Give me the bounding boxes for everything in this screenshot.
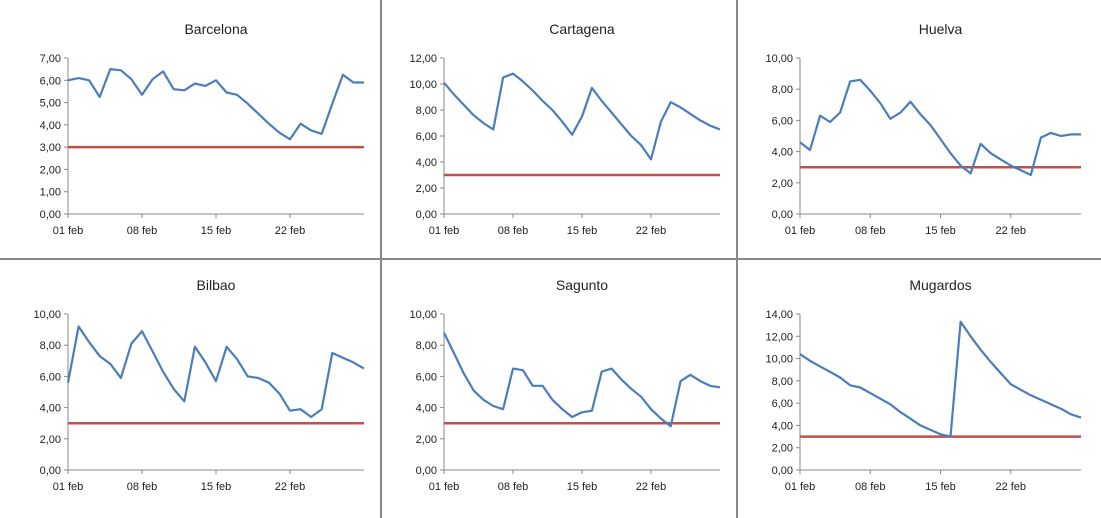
- y-tick-label: 0,00: [416, 209, 437, 221]
- x-tick-label: 15 feb: [567, 225, 598, 237]
- y-tick-label: 10,00: [765, 53, 793, 65]
- x-tick-label: 15 feb: [567, 481, 598, 493]
- y-tick-label: 6,00: [416, 371, 437, 383]
- x-tick-label: 22 feb: [995, 481, 1026, 493]
- series-line: [66, 325, 365, 419]
- x-tick-label: 15 feb: [925, 481, 956, 493]
- x-tick-label: 15 feb: [201, 225, 232, 237]
- chart-title: Cartagena: [549, 21, 615, 37]
- x-tick-label: 22 feb: [636, 481, 667, 493]
- chart-svg-cartagena: Cartagena 0,00 2,00 4,00 6,00 8,00 10,00 12,00 0…: [409, 21, 721, 237]
- series-line: [443, 332, 721, 428]
- x-tick-label: 22 feb: [275, 225, 306, 237]
- chart-title: Barcelona: [184, 21, 247, 37]
- y-tick-label: 2,00: [772, 178, 793, 190]
- y-tick-label: 8,00: [772, 376, 793, 388]
- y-tick-label: 10,00: [409, 309, 437, 321]
- x-tick-label: 01 feb: [429, 225, 460, 237]
- chart-svg-sagunto: Sagunto 0,00 2,00 4,00 6,00 8,00 10,00 01 feb 08…: [409, 277, 721, 493]
- y-tick-label: 3,00: [40, 142, 61, 154]
- x-tick-label: 08 feb: [855, 225, 886, 237]
- x-tick-label: 01 feb: [429, 481, 460, 493]
- chart-panel-cartagena: Cartagena 0,00 2,00 4,00 6,00 8,00 10,00 12,00 0…: [384, 6, 734, 256]
- x-tick-label: 22 feb: [995, 225, 1026, 237]
- x-tick-label: 08 feb: [127, 481, 158, 493]
- y-tick-label: 4,00: [40, 120, 61, 132]
- chart-panel-barcelona: Barcelona 0,00 1,00 2,00 3,00 4,00 5,00 6,00 7,0…: [8, 6, 378, 256]
- y-tick-label: 0,00: [772, 465, 793, 477]
- chart-panel-sagunto: Sagunto 0,00 2,00 4,00 6,00 8,00 10,00 01 feb 08…: [384, 262, 734, 512]
- y-tick-label: 8,00: [40, 340, 61, 352]
- x-tick-label: 15 feb: [201, 481, 232, 493]
- y-tick-label: 8,00: [416, 105, 437, 117]
- y-tick-label: 6,00: [40, 75, 61, 87]
- y-tick-label: 8,00: [416, 340, 437, 352]
- chart-panel-huelva: Huelva 0,00 2,00 4,00 6,00 8,00 10,00 01 feb 08 …: [740, 6, 1095, 256]
- y-tick-label: 4,00: [416, 403, 437, 415]
- chart-title: Sagunto: [556, 277, 608, 293]
- y-tick-label: 2,00: [40, 434, 61, 446]
- series-line: [799, 320, 1082, 438]
- y-tick-label: 2,00: [416, 183, 437, 195]
- y-tick-label: 8,00: [772, 84, 793, 96]
- y-tick-label: 6,00: [416, 131, 437, 143]
- chart-svg-huelva: Huelva 0,00 2,00 4,00 6,00 8,00 10,00 01 feb 08 …: [765, 21, 1081, 237]
- chart-title: Bilbao: [197, 277, 236, 293]
- y-tick-label: 4,00: [772, 420, 793, 432]
- series-line: [67, 67, 364, 141]
- x-tick-label: 01 feb: [53, 225, 84, 237]
- y-tick-label: 0,00: [772, 209, 793, 221]
- y-tick-label: 14,00: [765, 309, 793, 321]
- y-tick-label: 6,00: [772, 398, 793, 410]
- chart-panel-bilbao: Bilbao 0,00 2,00 4,00 6,00 8,00 10,00 01 feb 08 …: [8, 262, 378, 512]
- y-tick-label: 0,00: [416, 465, 437, 477]
- y-tick-label: 7,00: [40, 53, 61, 65]
- y-tick-label: 2,00: [40, 164, 61, 176]
- series-line: [799, 78, 1081, 177]
- y-tick-label: 12,00: [765, 331, 793, 343]
- chart-panel-mugardos: Mugardos 0,00 2,00 4,00 6,00 8,00 10,00 12,00 14…: [740, 262, 1095, 512]
- y-tick-label: 2,00: [772, 443, 793, 455]
- y-tick-label: 10,00: [765, 354, 793, 366]
- y-tick-label: 5,00: [40, 98, 61, 110]
- y-tick-label: 4,00: [416, 157, 437, 169]
- x-tick-label: 08 feb: [498, 225, 529, 237]
- chart-title: Mugardos: [909, 277, 971, 293]
- y-tick-label: 1,00: [40, 187, 61, 199]
- y-tick-label: 2,00: [416, 434, 437, 446]
- x-tick-label: 22 feb: [636, 225, 667, 237]
- y-tick-label: 10,00: [33, 309, 61, 321]
- y-tick-label: 10,00: [409, 79, 437, 91]
- x-tick-label: 01 feb: [785, 225, 816, 237]
- y-tick-label: 6,00: [40, 371, 61, 383]
- y-tick-label: 0,00: [40, 465, 61, 477]
- y-tick-label: 6,00: [772, 115, 793, 127]
- chart-svg-barcelona: Barcelona 0,00 1,00 2,00 3,00 4,00 5,00 6,00 7,0…: [40, 21, 364, 237]
- y-tick-label: 4,00: [772, 147, 793, 159]
- x-tick-label: 08 feb: [127, 225, 158, 237]
- x-tick-label: 15 feb: [925, 225, 956, 237]
- x-tick-label: 01 feb: [53, 481, 84, 493]
- y-tick-label: 0,00: [40, 209, 61, 221]
- y-tick-label: 12,00: [409, 53, 437, 65]
- x-tick-label: 01 feb: [785, 481, 816, 493]
- x-tick-label: 08 feb: [855, 481, 886, 493]
- x-tick-label: 22 feb: [275, 481, 306, 493]
- y-tick-label: 4,00: [40, 403, 61, 415]
- horizontal-divider: [0, 258, 1101, 260]
- x-tick-label: 08 feb: [498, 481, 529, 493]
- chart-svg-mugardos: Mugardos 0,00 2,00 4,00 6,00 8,00 10,00 12,00 14…: [765, 277, 1082, 493]
- series-line: [443, 72, 721, 161]
- chart-svg-bilbao: Bilbao 0,00 2,00 4,00 6,00 8,00 10,00 01 feb 08 …: [33, 277, 365, 493]
- chart-title: Huelva: [919, 21, 963, 37]
